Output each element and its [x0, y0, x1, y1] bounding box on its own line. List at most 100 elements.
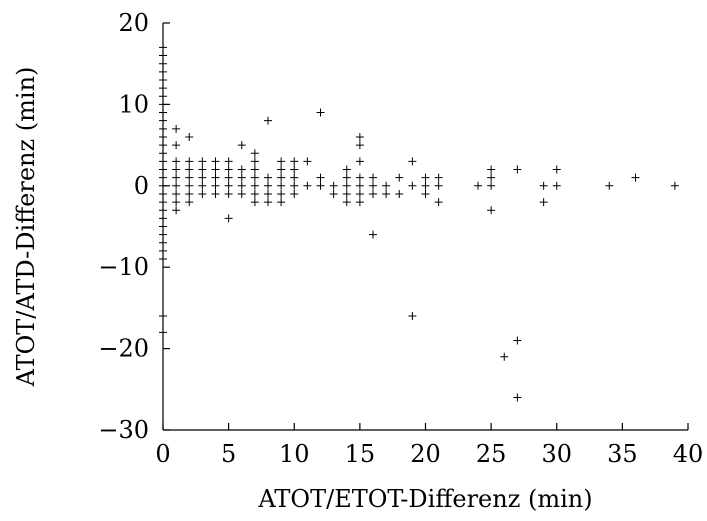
x-axis-title: ATOT/ETOT-Differenz (min) — [257, 485, 592, 513]
data-point — [422, 174, 430, 182]
data-point — [369, 174, 377, 182]
data-point — [185, 133, 193, 141]
data-point — [330, 182, 338, 190]
data-points — [159, 43, 679, 401]
data-point — [408, 312, 416, 320]
data-point — [343, 198, 351, 206]
data-point — [356, 157, 364, 165]
data-point — [356, 141, 364, 149]
data-point — [422, 190, 430, 198]
data-point — [277, 157, 285, 165]
data-point — [238, 190, 246, 198]
data-point — [356, 133, 364, 141]
data-point — [172, 166, 180, 174]
data-point — [172, 182, 180, 190]
y-tick-label: 20 — [118, 9, 149, 37]
data-point — [513, 336, 521, 344]
data-point — [264, 182, 272, 190]
data-point — [172, 157, 180, 165]
x-tick-label: 20 — [410, 440, 441, 468]
data-point — [343, 174, 351, 182]
data-point — [198, 166, 206, 174]
data-point — [343, 190, 351, 198]
data-point — [185, 174, 193, 182]
x-tick-label: 10 — [279, 440, 310, 468]
data-point — [277, 182, 285, 190]
data-point — [382, 182, 390, 190]
data-point — [540, 182, 548, 190]
x-tick-label: 30 — [541, 440, 572, 468]
data-point — [382, 190, 390, 198]
data-point — [238, 182, 246, 190]
data-point — [343, 166, 351, 174]
data-point — [172, 141, 180, 149]
data-point — [290, 157, 298, 165]
data-point — [553, 182, 561, 190]
data-point — [264, 117, 272, 125]
data-point — [212, 174, 220, 182]
data-point — [317, 109, 325, 117]
data-point — [435, 182, 443, 190]
x-tick-label: 5 — [221, 440, 236, 468]
y-tick-label: 0 — [134, 172, 149, 200]
data-point — [225, 166, 233, 174]
data-point — [395, 174, 403, 182]
data-point — [487, 206, 495, 214]
data-point — [212, 182, 220, 190]
x-tick-label: 40 — [673, 440, 704, 468]
data-point — [513, 166, 521, 174]
data-point — [500, 353, 508, 361]
data-point — [185, 198, 193, 206]
data-point — [277, 198, 285, 206]
data-point — [172, 125, 180, 133]
data-point — [343, 182, 351, 190]
data-point — [225, 174, 233, 182]
data-point — [172, 206, 180, 214]
data-point — [264, 174, 272, 182]
data-point — [264, 190, 272, 198]
y-tick-label: −30 — [98, 416, 149, 444]
data-point — [251, 157, 259, 165]
data-point — [290, 166, 298, 174]
data-point — [303, 182, 311, 190]
data-point — [212, 157, 220, 165]
y-tick-label: −10 — [98, 253, 149, 281]
data-point — [251, 182, 259, 190]
y-tick-label: −20 — [98, 335, 149, 363]
data-point — [251, 174, 259, 182]
data-point — [172, 190, 180, 198]
data-point — [632, 174, 640, 182]
data-point — [395, 190, 403, 198]
data-point — [185, 157, 193, 165]
data-point — [198, 174, 206, 182]
data-point — [605, 182, 613, 190]
y-axis-title: ATOT/ATD-Differenz (min) — [12, 67, 40, 388]
data-point — [317, 182, 325, 190]
data-point — [185, 182, 193, 190]
data-point — [238, 141, 246, 149]
data-point — [198, 182, 206, 190]
data-point — [330, 190, 338, 198]
data-point — [277, 174, 285, 182]
data-point — [369, 190, 377, 198]
data-point — [277, 190, 285, 198]
data-point — [212, 190, 220, 198]
data-point — [553, 166, 561, 174]
data-point — [435, 198, 443, 206]
data-point — [225, 214, 233, 222]
data-point — [185, 166, 193, 174]
data-point — [290, 190, 298, 198]
data-point — [303, 157, 311, 165]
data-point — [277, 166, 285, 174]
data-point — [290, 182, 298, 190]
data-point — [408, 182, 416, 190]
data-point — [356, 198, 364, 206]
data-point — [172, 174, 180, 182]
x-tick-label: 25 — [476, 440, 507, 468]
data-point — [225, 190, 233, 198]
data-point — [513, 393, 521, 401]
data-point — [225, 182, 233, 190]
data-point — [487, 174, 495, 182]
data-point — [225, 157, 233, 165]
